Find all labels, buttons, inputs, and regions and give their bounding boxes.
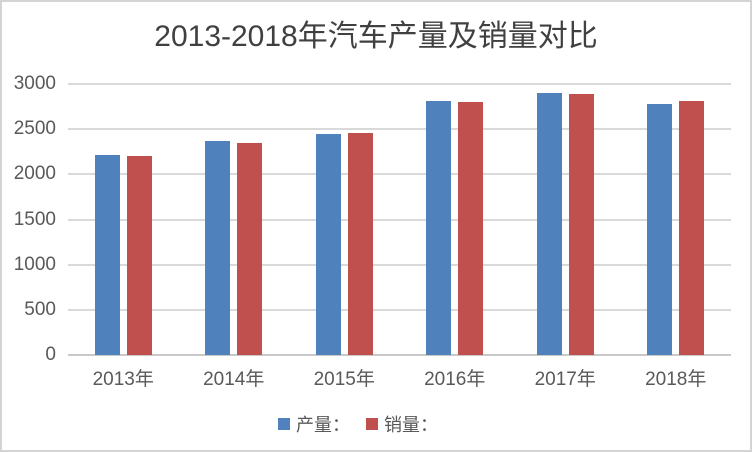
bar-sales [568, 94, 594, 355]
bar-sales [347, 132, 373, 355]
y-tick-label: 2500 [13, 118, 56, 140]
bar-sales [679, 101, 705, 355]
plot-area [68, 83, 731, 356]
bar-production [426, 100, 452, 355]
x-tick-label: 2018年 [645, 369, 707, 390]
chart-title: 2013-2018年汽车产量及销量对比 [154, 20, 598, 53]
gridline [68, 263, 731, 266]
x-tick-label: 2013年 [92, 369, 154, 390]
gridline [68, 173, 731, 176]
bar-sales [458, 101, 484, 355]
legend-item-sales: 销量： [366, 411, 438, 437]
legend-swatch-sales [366, 418, 378, 430]
bar-production [94, 155, 120, 355]
bar-production [536, 92, 562, 355]
y-tick-label: 500 [24, 298, 56, 320]
y-tick-label: 1500 [13, 208, 56, 230]
y-axis: 3000 2500 2000 1500 1000 500 0 [2, 2, 62, 450]
gridline [68, 128, 731, 131]
category-group [68, 84, 179, 355]
category-group [621, 84, 732, 355]
bar-sales [126, 156, 152, 355]
x-axis-line [68, 354, 731, 356]
bar-production [647, 103, 673, 355]
y-tick-label: 3000 [13, 73, 56, 94]
legend: 产量： 销量： [278, 411, 438, 437]
y-tick-label: 1000 [13, 253, 56, 275]
y-tick-label: 0 [45, 344, 56, 365]
legend-swatch-production [278, 418, 290, 430]
x-tick-label: 2015年 [313, 369, 375, 390]
category-group [400, 84, 511, 355]
x-axis: 2013年 2014年 2015年 2016年 2017年 2018年 [68, 364, 731, 391]
category-group [289, 84, 400, 355]
gridline [68, 83, 731, 85]
bar-production [205, 140, 231, 355]
bar-production [315, 133, 341, 355]
x-tick-label: 2014年 [203, 369, 265, 390]
x-tick-label: 2016年 [424, 369, 486, 390]
bar-sales [237, 142, 263, 355]
legend-label-sales: 销量： [384, 415, 438, 435]
y-tick-label: 2000 [13, 163, 56, 185]
category-group [510, 84, 621, 355]
gridline [68, 218, 731, 221]
legend-item-production: 产量： [278, 411, 350, 437]
bars-layer [68, 84, 731, 355]
legend-label-production: 产量： [296, 415, 350, 435]
gridline [68, 308, 731, 311]
x-tick-label: 2017年 [534, 369, 596, 390]
category-group [179, 84, 290, 355]
